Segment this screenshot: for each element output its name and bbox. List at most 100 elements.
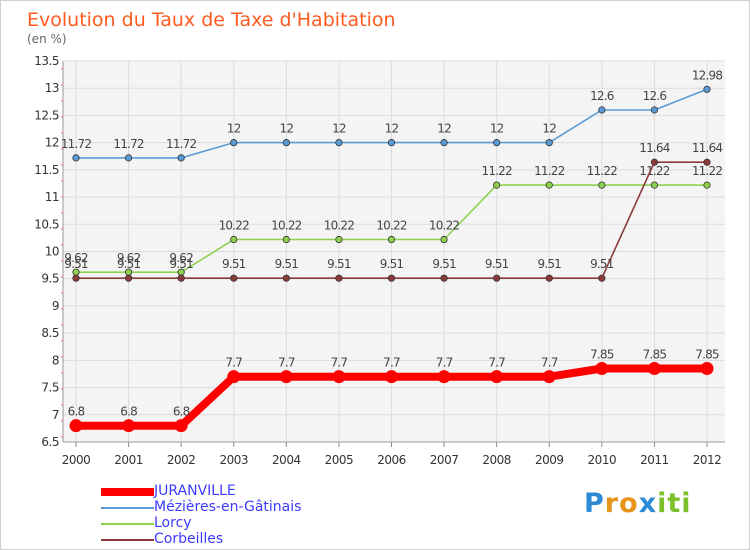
legend-label-lorcy: Lorcy bbox=[154, 515, 192, 531]
data-point bbox=[595, 362, 609, 376]
data-point bbox=[122, 419, 136, 433]
data-label: 11.72 bbox=[113, 137, 144, 151]
data-point bbox=[598, 181, 606, 189]
data-label: 12 bbox=[490, 122, 504, 136]
data-label: 7.7 bbox=[488, 356, 505, 370]
x-tick-label: 2006 bbox=[377, 453, 406, 467]
data-point bbox=[230, 235, 238, 244]
data-point bbox=[69, 419, 83, 433]
data-point bbox=[650, 106, 659, 114]
x-tick-label: 2011 bbox=[640, 453, 669, 467]
data-label: 12.6 bbox=[643, 89, 667, 103]
data-point bbox=[279, 370, 293, 384]
data-label: 9.51 bbox=[432, 257, 456, 271]
proxiti-logo: Proxiti bbox=[584, 488, 692, 519]
data-label: 7.7 bbox=[541, 356, 558, 370]
data-point bbox=[124, 154, 133, 162]
data-point bbox=[703, 181, 711, 189]
data-label: 10.22 bbox=[219, 219, 250, 233]
data-label: 10.22 bbox=[376, 219, 407, 233]
data-label: 6.8 bbox=[68, 405, 85, 419]
data-label: 9.51 bbox=[169, 257, 193, 271]
data-label: 12 bbox=[279, 122, 293, 136]
data-label: 11.22 bbox=[692, 164, 723, 178]
data-point bbox=[230, 139, 238, 147]
data-label: 10.22 bbox=[324, 219, 355, 233]
data-point bbox=[493, 139, 501, 147]
data-label: 11.22 bbox=[639, 164, 670, 178]
y-tick-label: 10.5 bbox=[34, 217, 59, 231]
data-label: 9.51 bbox=[327, 257, 351, 271]
data-label: 11.22 bbox=[587, 164, 618, 178]
data-point bbox=[177, 274, 185, 282]
data-label: 11.22 bbox=[534, 164, 565, 178]
data-point bbox=[230, 274, 238, 282]
data-point bbox=[545, 139, 553, 147]
data-label: 7.85 bbox=[643, 348, 667, 362]
data-point bbox=[647, 362, 661, 376]
data-label: 7.7 bbox=[436, 356, 453, 370]
data-point bbox=[177, 154, 185, 162]
data-label: 7.7 bbox=[225, 356, 242, 370]
data-point bbox=[440, 235, 448, 244]
legend-label-corbeilles: Corbeilles bbox=[154, 531, 224, 547]
data-label: 7.7 bbox=[278, 356, 295, 370]
data-label: 7.7 bbox=[383, 356, 400, 370]
y-tick-label: 9 bbox=[52, 299, 59, 313]
data-point bbox=[72, 274, 80, 282]
chart-subtitle: (en %) bbox=[27, 32, 67, 46]
data-label: 9.51 bbox=[117, 257, 141, 271]
data-point bbox=[72, 154, 80, 162]
chart-title: Evolution du Taux de Taxe d'Habitation bbox=[27, 9, 396, 31]
data-point bbox=[124, 274, 133, 282]
data-point bbox=[598, 274, 606, 282]
data-label: 7.85 bbox=[695, 348, 719, 362]
data-point bbox=[440, 274, 448, 282]
data-label: 9.51 bbox=[275, 257, 299, 271]
y-tick-label: 8 bbox=[52, 353, 59, 367]
legend-label-juranville: JURANVILLE bbox=[154, 483, 236, 499]
data-point bbox=[335, 139, 343, 147]
y-tick-label: 13 bbox=[45, 81, 59, 95]
data-label: 9.62 bbox=[117, 251, 141, 265]
data-label: 11.72 bbox=[61, 137, 92, 151]
x-tick-label: 2010 bbox=[588, 453, 617, 467]
data-point bbox=[282, 235, 290, 244]
data-point bbox=[335, 274, 343, 282]
data-point bbox=[700, 362, 714, 376]
data-point bbox=[174, 419, 188, 433]
data-label: 10.22 bbox=[429, 219, 460, 233]
x-tick-label: 2007 bbox=[430, 453, 459, 467]
data-point bbox=[437, 370, 451, 384]
data-point bbox=[493, 181, 501, 189]
data-label: 9.51 bbox=[485, 257, 509, 271]
logo-letter: o bbox=[619, 488, 639, 519]
data-label: 9.51 bbox=[222, 257, 246, 271]
data-point bbox=[387, 139, 396, 147]
logo-letter: t bbox=[667, 488, 682, 519]
data-label: 11.22 bbox=[481, 164, 512, 178]
x-tick-label: 2000 bbox=[62, 453, 91, 467]
y-tick-label: 7 bbox=[52, 408, 59, 422]
data-label: 7.7 bbox=[331, 356, 348, 370]
data-label: 6.8 bbox=[173, 405, 190, 419]
data-label: 11.72 bbox=[166, 137, 197, 151]
y-tick-label: 13.5 bbox=[34, 54, 59, 68]
y-tick-label: 9.5 bbox=[41, 272, 59, 286]
logo-letter: P bbox=[584, 488, 605, 519]
data-point bbox=[650, 158, 659, 166]
legend-label-mezieres: Mézières-en-Gâtinais bbox=[154, 499, 302, 515]
data-label: 12 bbox=[437, 122, 451, 136]
data-point bbox=[545, 274, 553, 282]
y-tick-label: 11 bbox=[45, 190, 59, 204]
y-tick-label: 12 bbox=[45, 136, 59, 150]
data-label: 9.51 bbox=[590, 257, 614, 271]
data-label: 12 bbox=[542, 122, 556, 136]
data-label: 11.64 bbox=[692, 141, 723, 155]
logo-letter: x bbox=[638, 488, 658, 519]
data-point bbox=[598, 106, 606, 114]
y-tick-label: 7.5 bbox=[41, 381, 59, 395]
data-point bbox=[227, 370, 241, 384]
